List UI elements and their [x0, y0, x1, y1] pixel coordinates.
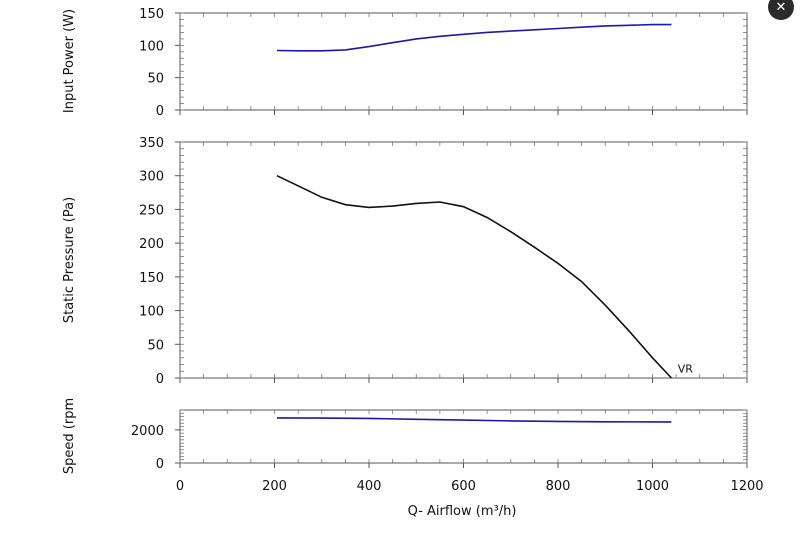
y-tick-label: 2000: [131, 424, 164, 439]
y-tick-label: 0: [156, 457, 164, 472]
plot-frame: [179, 409, 748, 464]
y-tick-label: 100: [139, 305, 164, 320]
x-tick-label: 0: [176, 479, 184, 494]
series-line: [276, 417, 672, 423]
close-icon[interactable]: ✕: [768, 0, 794, 20]
y-tick-label: 50: [147, 338, 164, 353]
plot-frame: [179, 141, 748, 379]
y-axis-title: Input Power (W): [62, 9, 77, 113]
speed-panel: 0 2000 Speed (rpm 0 200 400 600 800 1000 1200 Q- A…: [62, 398, 764, 519]
y-axis-title: Speed (rpm: [62, 398, 77, 474]
x-axis-title: Q- Airflow (m³/h): [408, 504, 517, 519]
plot-frame: [179, 12, 748, 111]
x-tick-label: 800: [546, 479, 571, 494]
static-pressure-panel: 0 50 100 150 200 250 300 350 Static Pressure (Pa…: [62, 136, 748, 387]
y-tick-label: 150: [139, 7, 164, 22]
y-tick-label: 150: [139, 271, 164, 286]
series-line: [276, 174, 672, 379]
x-tick-label: 1200: [730, 479, 763, 494]
y-tick-label: 300: [139, 170, 164, 185]
series-line: [276, 23, 672, 52]
y-tick-label: 0: [156, 104, 164, 119]
y-tick-label: 100: [139, 39, 164, 54]
y-tick-label: 250: [139, 203, 164, 218]
y-tick-label: 0: [156, 372, 164, 387]
y-tick-label: 350: [139, 136, 164, 151]
input-power-panel: 0 50 100 150 Input Power (W): [62, 7, 748, 119]
y-axis-title: Static Pressure (Pa): [62, 197, 77, 323]
x-tick-label: 400: [357, 479, 382, 494]
y-tick-label: 50: [147, 72, 164, 87]
y-tick-label: 200: [139, 237, 164, 252]
x-tick-label: 600: [451, 479, 476, 494]
curve-annotation: VR: [678, 363, 694, 376]
x-tick-label: 1000: [636, 479, 669, 494]
x-tick-label: 200: [262, 479, 287, 494]
